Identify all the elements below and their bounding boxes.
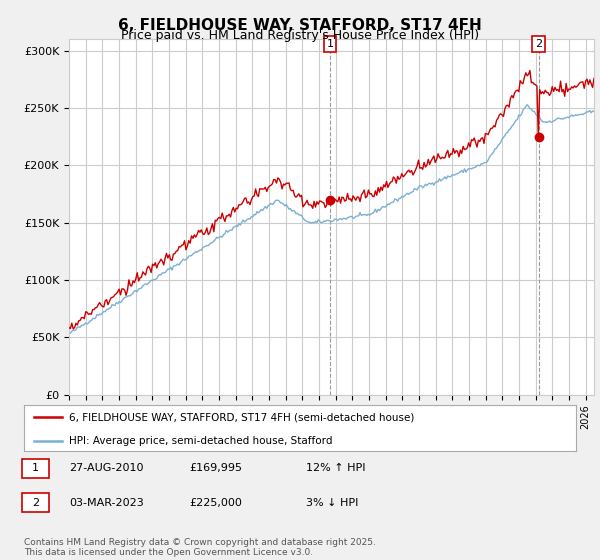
Text: 6, FIELDHOUSE WAY, STAFFORD, ST17 4FH (semi-detached house): 6, FIELDHOUSE WAY, STAFFORD, ST17 4FH (s… [69, 412, 415, 422]
Text: 6, FIELDHOUSE WAY, STAFFORD, ST17 4FH: 6, FIELDHOUSE WAY, STAFFORD, ST17 4FH [118, 18, 482, 33]
Text: Price paid vs. HM Land Registry's House Price Index (HPI): Price paid vs. HM Land Registry's House … [121, 29, 479, 42]
Text: 27-AUG-2010: 27-AUG-2010 [69, 463, 143, 473]
Text: 1: 1 [326, 39, 334, 49]
Text: 3% ↓ HPI: 3% ↓ HPI [306, 498, 358, 508]
Text: 2: 2 [535, 39, 542, 49]
Text: £169,995: £169,995 [189, 463, 242, 473]
Text: 12% ↑ HPI: 12% ↑ HPI [306, 463, 365, 473]
Text: 03-MAR-2023: 03-MAR-2023 [69, 498, 144, 508]
Text: 2: 2 [32, 498, 39, 508]
Text: Contains HM Land Registry data © Crown copyright and database right 2025.
This d: Contains HM Land Registry data © Crown c… [24, 538, 376, 557]
Text: £225,000: £225,000 [189, 498, 242, 508]
Text: HPI: Average price, semi-detached house, Stafford: HPI: Average price, semi-detached house,… [69, 436, 333, 446]
Text: 1: 1 [32, 463, 39, 473]
